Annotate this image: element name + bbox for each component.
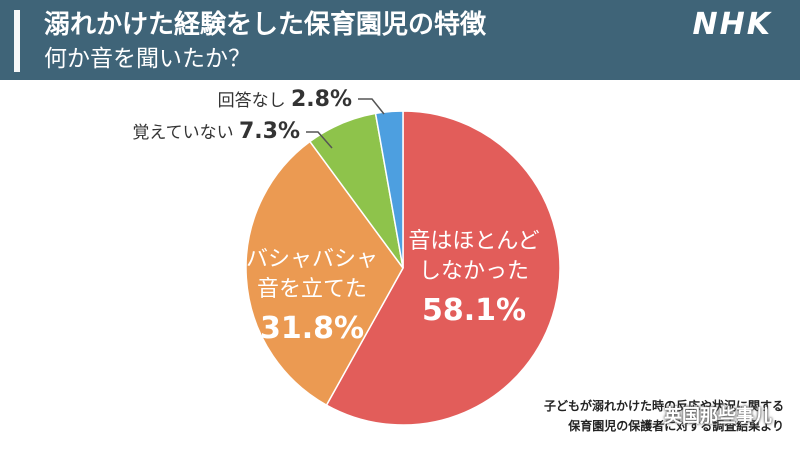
slice-outside-label-2: 覚えていない 7.3%	[132, 119, 300, 144]
slice-label-2: 覚えていない	[132, 123, 239, 143]
pie-slice-3	[374, 110, 404, 269]
slice-value-2: 7.3%	[239, 119, 300, 144]
chart-title: 溺れかけた経験をした保育園児の特徴	[44, 10, 487, 40]
chart-subtitle: 何か音を聞いたか？	[44, 46, 251, 72]
slice-label-1-line-0: バシャバシャ	[246, 247, 378, 272]
leader-line-3	[358, 98, 385, 115]
leader-line-2	[306, 131, 333, 149]
source-note: 子どもが溺れかけた時の反応や状況に関する 保育園児の保護者に対する調査結果より	[484, 396, 784, 436]
pie-slices	[245, 110, 561, 426]
header-accent-bar	[14, 10, 20, 72]
slice-label-1-line-1: 音を立てた	[257, 277, 367, 302]
pie-slice-0	[325, 110, 561, 426]
slice-value-0: 58.1%	[422, 293, 526, 328]
slice-label-0-line-1: しなかった	[419, 259, 529, 284]
pie-slice-1	[245, 140, 404, 407]
slice-value-1: 31.8%	[260, 311, 364, 346]
slice-value-3: 2.8%	[291, 87, 352, 112]
slice-label-0-line-0: 音はほとんど	[408, 229, 539, 254]
source-line-2: 保育園児の保護者に対する調査結果より	[568, 419, 784, 433]
slice-outside-label-3: 回答なし 2.8%	[218, 87, 352, 112]
header-bar: 溺れかけた経験をした保育園児の特徴 何か音を聞いたか？ NHK	[0, 0, 800, 80]
slice-label-3: 回答なし	[218, 91, 291, 111]
source-line-1: 子どもが溺れかけた時の反応や状況に関する	[543, 399, 784, 413]
nhk-logo: NHK	[692, 7, 772, 42]
watermark: 英国那些事儿	[664, 406, 772, 427]
